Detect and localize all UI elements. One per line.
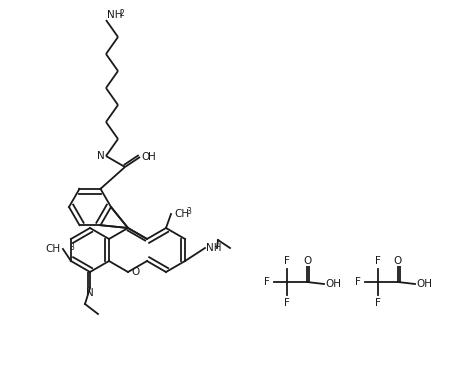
- Text: 2: 2: [119, 9, 124, 18]
- Text: CH: CH: [174, 209, 189, 219]
- Text: F: F: [355, 277, 361, 287]
- Text: NH: NH: [107, 10, 122, 20]
- Text: CH: CH: [46, 244, 61, 254]
- Text: O: O: [132, 267, 140, 277]
- Text: O: O: [141, 152, 149, 162]
- Text: NH: NH: [206, 243, 222, 253]
- Text: N: N: [86, 288, 94, 298]
- Text: OH: OH: [325, 279, 341, 289]
- Text: F: F: [284, 256, 290, 266]
- Text: O: O: [394, 256, 402, 266]
- Text: F: F: [264, 277, 270, 287]
- Text: OH: OH: [416, 279, 432, 289]
- Text: F: F: [375, 298, 381, 308]
- Text: O: O: [303, 256, 311, 266]
- Text: N: N: [97, 151, 105, 161]
- Text: F: F: [284, 298, 290, 308]
- Text: 3: 3: [69, 243, 74, 251]
- Text: F: F: [375, 256, 381, 266]
- Text: 3: 3: [186, 207, 191, 217]
- Text: H: H: [148, 152, 156, 162]
